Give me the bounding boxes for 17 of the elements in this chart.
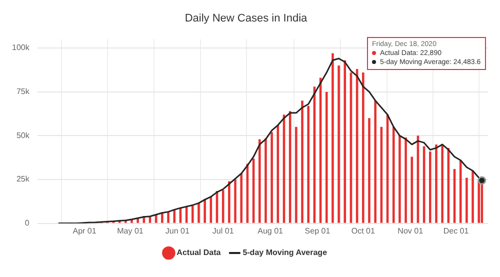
x-tick-label: Oct 01 xyxy=(351,226,376,236)
x-tick-label: May 01 xyxy=(117,226,144,236)
y-tick-label: 25k xyxy=(16,174,30,184)
y-tick-label: 75k xyxy=(16,87,30,96)
y-tick-label: 0 xyxy=(24,218,30,228)
chart-title: Daily New Cases in India xyxy=(184,12,308,25)
x-tick-label: Dec 01 xyxy=(443,226,470,236)
x-tick-label: Jun 01 xyxy=(165,226,190,236)
x-tick-label: Nov 01 xyxy=(398,226,424,236)
legend-label: Actual Data xyxy=(176,248,222,258)
x-tick-label: Apr 01 xyxy=(72,226,97,236)
y-tick-label: 100k xyxy=(12,43,30,52)
x-tick-label: Sep 01 xyxy=(304,226,331,236)
y-tick-label: 50k xyxy=(16,130,30,140)
x-tick-label: Aug 01 xyxy=(258,226,284,236)
x-tick-label: Jul 01 xyxy=(212,226,234,236)
legend-label: 5-day Moving Average xyxy=(242,248,328,258)
